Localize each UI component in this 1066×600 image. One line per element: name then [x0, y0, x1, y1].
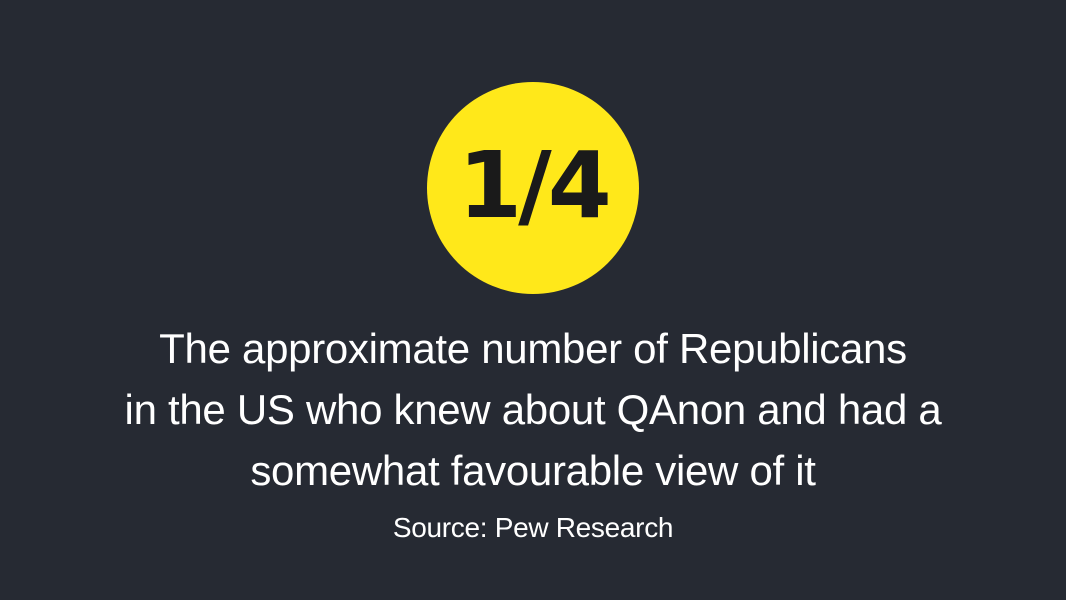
- description-line-2: in the US who knew about QAnon and had a: [124, 386, 942, 433]
- description-line-3: somewhat favourable view of it: [250, 447, 816, 494]
- description-line-1: The approximate number of Republicans: [159, 325, 907, 372]
- stat-description: The approximate number of Republicans in…: [40, 318, 1026, 501]
- stat-circle: 1/4: [427, 82, 639, 294]
- source-attribution: Source: Pew Research: [392, 512, 674, 543]
- stat-value: 1/4: [458, 132, 612, 239]
